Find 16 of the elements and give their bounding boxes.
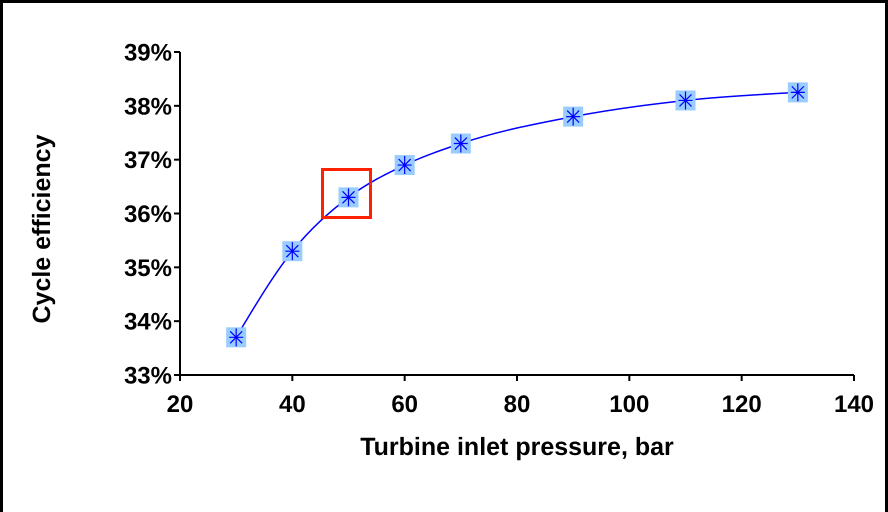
x-tick-label: 20 — [166, 391, 194, 418]
y-tick-label: 36% — [124, 201, 172, 228]
x-axis-title: Turbine inlet pressure, bar — [360, 433, 674, 461]
y-axis-title: Cycle efficiency — [28, 134, 56, 324]
y-tick-label: 39% — [124, 40, 172, 67]
x-tick-label: 40 — [278, 391, 306, 418]
y-tick-label: 33% — [124, 362, 172, 390]
x-tick-label: 120 — [722, 391, 762, 418]
y-tick-label: 34% — [124, 308, 172, 336]
y-tick-label: 38% — [124, 93, 172, 120]
y-tick-label: 37% — [124, 147, 172, 174]
x-tick-label: 140 — [834, 391, 874, 418]
x-tick-label: 60 — [391, 391, 418, 418]
y-tick-label: 35% — [124, 254, 172, 282]
x-tick-label: 80 — [504, 391, 530, 418]
x-tick-label: 100 — [609, 391, 650, 418]
